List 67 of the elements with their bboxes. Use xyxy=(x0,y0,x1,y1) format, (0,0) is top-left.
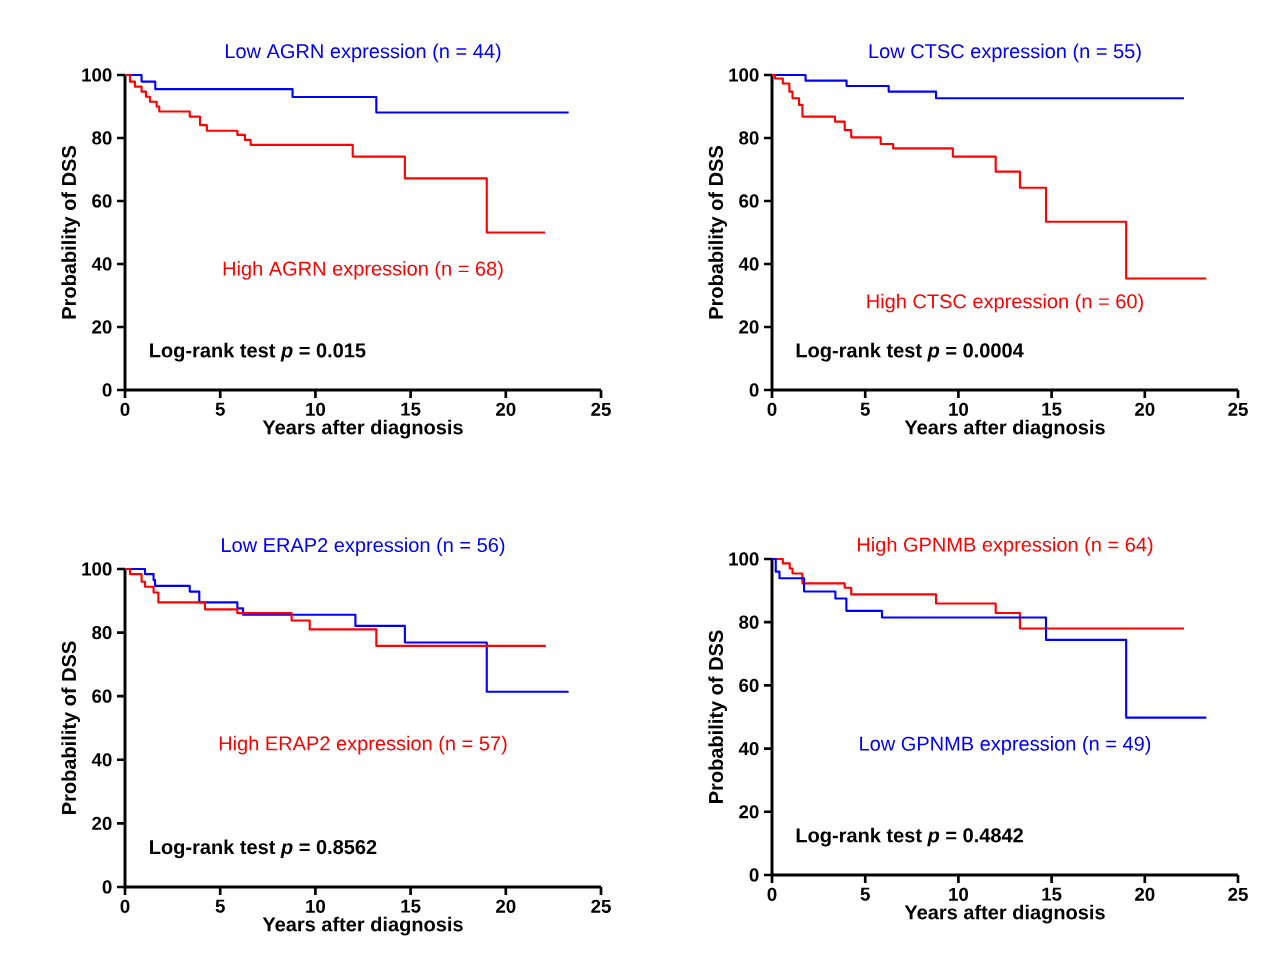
x-tick-label: 0 xyxy=(767,887,777,901)
y-axis-title: Probability of DSS xyxy=(61,146,80,319)
x-tick-label: 15 xyxy=(401,402,421,416)
y-tick-label: 100 xyxy=(82,562,112,576)
x-axis-title: Years after diagnosis xyxy=(262,419,463,439)
x-tick-label: 20 xyxy=(1135,887,1155,901)
x-tick-label: 15 xyxy=(1042,402,1062,416)
y-tick-label: 100 xyxy=(729,552,759,566)
y-tick-label: 60 xyxy=(92,689,112,703)
x-tick-label: 25 xyxy=(1228,402,1248,416)
x-tick-label: 25 xyxy=(591,899,611,913)
x-tick-label: 20 xyxy=(496,899,516,913)
series-label: Low GPNMB expression (n = 49) xyxy=(860,736,1151,755)
x-tick-label: 5 xyxy=(860,887,870,901)
y-tick-label: 0 xyxy=(749,383,759,397)
x-tick-label: 15 xyxy=(401,899,421,913)
x-tick-label: 5 xyxy=(215,402,225,416)
y-tick-label: 40 xyxy=(738,741,759,756)
x-tick-label: 25 xyxy=(591,402,611,416)
y-axis-title: Probability of DSS xyxy=(708,146,727,319)
x-tick-label: 25 xyxy=(1228,887,1248,901)
y-tick-label: 40 xyxy=(91,257,112,271)
x-axis-title: Years after diagnosis xyxy=(262,916,463,936)
x-tick-label: 0 xyxy=(767,402,777,416)
y-tick-label: 20 xyxy=(92,320,112,334)
y-tick-label: 100 xyxy=(729,68,759,82)
x-tick-label: 10 xyxy=(306,402,326,416)
y-tick-label: 80 xyxy=(92,625,112,640)
y-axis-title: Probability of DSS xyxy=(61,641,80,814)
x-tick-label: 10 xyxy=(306,899,326,913)
series-label: High AGRN expression (n = 68) xyxy=(223,260,503,280)
x-tick-label: 20 xyxy=(496,402,516,416)
y-tick-label: 80 xyxy=(92,131,112,145)
x-tick-label: 0 xyxy=(120,402,130,416)
y-tick-label: 20 xyxy=(739,320,759,334)
y-tick-label: 40 xyxy=(738,257,759,271)
y-tick-label: 80 xyxy=(739,131,759,145)
x-tick-label: 5 xyxy=(215,899,225,913)
x-tick-label: 20 xyxy=(1135,402,1155,416)
y-tick-label: 60 xyxy=(739,194,759,208)
text: High ERAP2 expression (n = 57) xyxy=(219,735,507,755)
x-tick-label: 15 xyxy=(1042,887,1062,901)
y-tick-label: 100 xyxy=(82,68,112,82)
y-tick-label: 20 xyxy=(92,816,112,830)
x-tick-label: 0 xyxy=(120,899,130,913)
x-tick-label: 10 xyxy=(949,887,969,901)
text: Low ERAP2 expression (n = 56) xyxy=(222,537,505,557)
x-axis-title: Years after diagnosis xyxy=(904,904,1105,924)
x-tick-label: 10 xyxy=(949,402,969,416)
annotation: Log-rank test p = 0.4842 xyxy=(796,827,1023,847)
series-label: High GPNMB expression (n = 64) xyxy=(857,537,1153,556)
y-tick-label: 0 xyxy=(749,868,759,882)
y-tick-label: 0 xyxy=(102,383,112,397)
annotation: Log-rank test p = 0.8562 xyxy=(150,839,377,859)
y-tick-label: 20 xyxy=(739,805,759,819)
y-tick-label: 80 xyxy=(739,615,759,629)
annotation: Log-rank test p = 0.015 xyxy=(150,342,366,362)
series-label: Low AGRN expression (n = 44) xyxy=(225,43,501,63)
series-label: Low CTSC expression (n = 55) xyxy=(869,43,1141,63)
annotation: Log-rank test p = 0.0004 xyxy=(796,342,1024,362)
y-tick-label: 60 xyxy=(739,678,759,692)
y-tick-label: 40 xyxy=(91,753,112,767)
y-tick-label: 60 xyxy=(92,194,112,208)
x-tick-label: 5 xyxy=(860,402,870,416)
series-label: High CTSC expression (n = 60) xyxy=(867,293,1143,313)
y-axis-title: Probability of DSS xyxy=(708,630,727,803)
x-axis-title: Years after diagnosis xyxy=(904,419,1105,439)
